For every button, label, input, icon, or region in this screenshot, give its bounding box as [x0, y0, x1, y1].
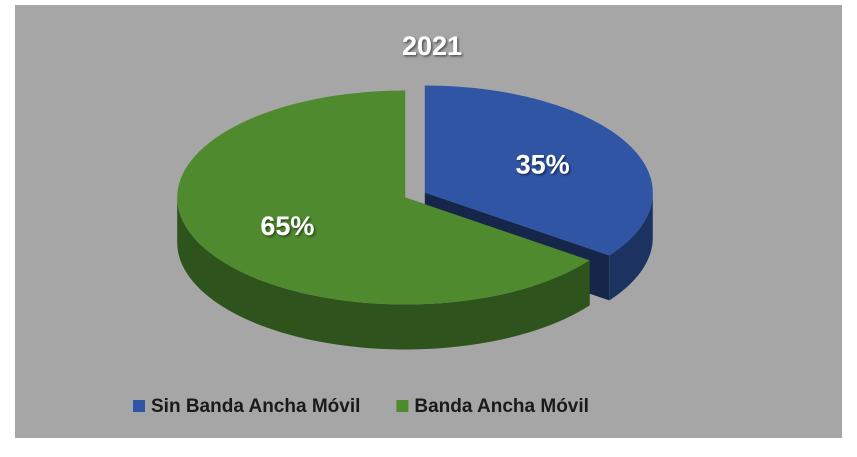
- data-label: 65%: [260, 211, 314, 241]
- legend-label: Sin Banda Ancha Móvil: [151, 396, 360, 417]
- slice: [177, 90, 590, 305]
- slice-wall: [177, 197, 590, 350]
- pie: 35% 65%: [177, 85, 653, 350]
- slice: [424, 85, 653, 256]
- slice-wall: [609, 192, 653, 301]
- legend-label: Banda Ancha Móvil: [414, 396, 589, 417]
- legend-swatch: [396, 400, 409, 412]
- legend: Sin Banda Ancha Móvil Banda Ancha Móvil: [133, 396, 589, 417]
- chart-title: 2021: [402, 31, 462, 61]
- data-label: 35%: [516, 149, 570, 179]
- legend-swatch: [133, 400, 145, 412]
